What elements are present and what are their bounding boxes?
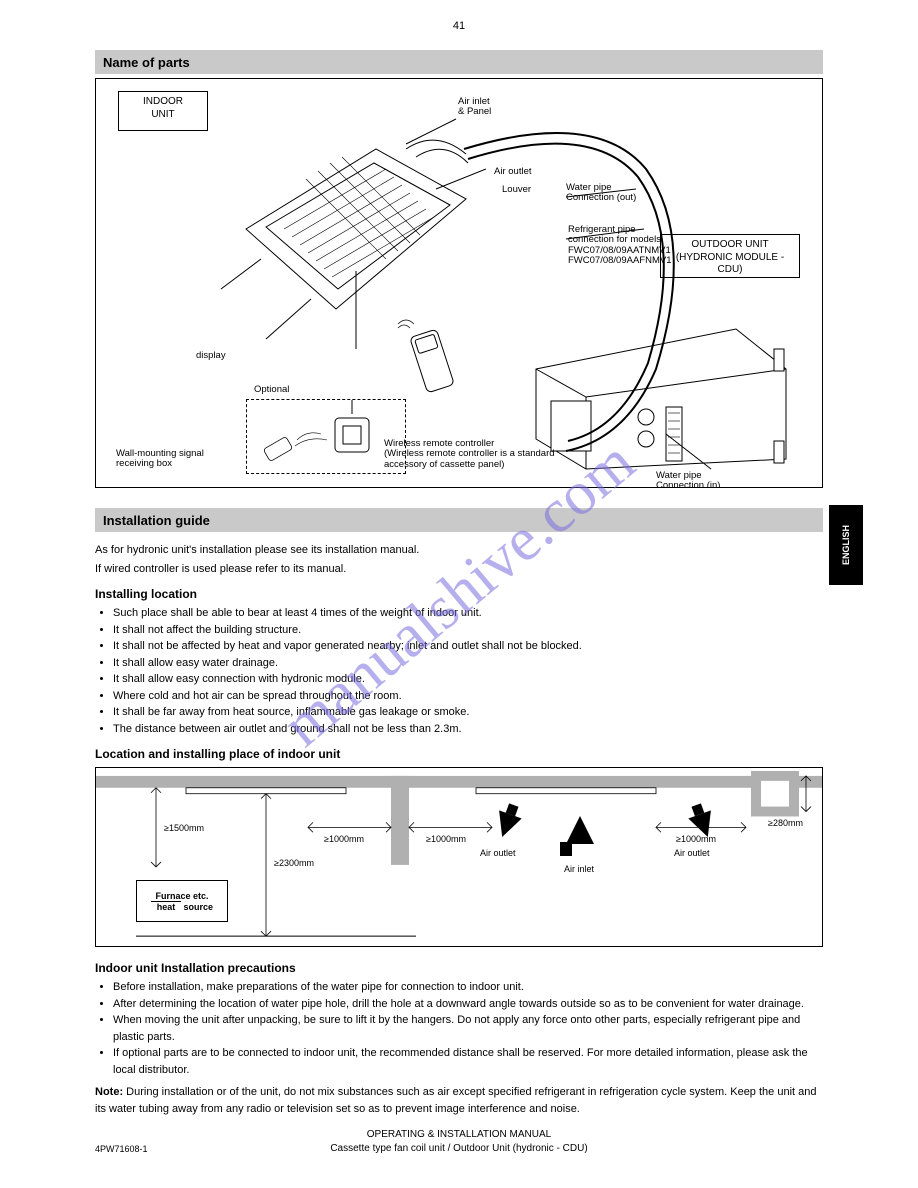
bullet: It shall be far away from heat source, i… [113,704,823,721]
arrow-up [566,816,594,844]
m-2300: ≥2300mm [274,858,314,868]
heat-source-label: Furnace etc. heat source [136,880,228,922]
page-number: 41 [453,20,465,32]
prec-item: When moving the unit after unpacking, be… [113,1012,823,1045]
install-diagram: Furnace etc. heat source ≥1500mm ≥2300mm… [95,767,823,947]
heat-line1: Furnace etc. [155,891,208,901]
prec-item: Before installation, make preparations o… [113,979,823,996]
bullet: It shall not affect the building structu… [113,622,823,639]
bullet: It shall not be affected by heat and vap… [113,638,823,655]
bullet: The distance between air outlet and grou… [113,721,823,738]
parts-diagram: INDOORUNIT OUTDOOR UNIT(HYDRONIC MODULE … [95,78,823,488]
m-1000a: ≥1000mm [324,834,364,844]
bullet: It shall allow easy water drainage. [113,655,823,672]
precautions-title: Indoor unit Installation precautions [95,961,823,975]
footer-line2: Cassette type fan coil unit / Outdoor Un… [330,1143,587,1154]
footer-line1: OPERATING & INSTALLATION MANUAL [367,1129,551,1140]
m-1500: ≥1500mm [164,823,204,833]
m-280: ≥280mm [768,818,803,828]
section-install-guide: Installation guide [95,508,823,532]
m-airout2: Air outlet [674,848,710,858]
intro-p2: If wired controller is used please refer… [95,561,823,578]
m-1000b: ≥1000mm [426,834,466,844]
m-1000c: ≥1000mm [676,834,716,844]
side-tab: ENGLISH [829,505,863,585]
m-airin: Air inlet [564,864,594,874]
heat-line2: heat source [151,901,213,912]
bullet: It shall allow easy connection with hydr… [113,671,823,688]
section-name-parts: Name of parts [95,50,823,74]
bullet: Where cold and hot air can be spread thr… [113,688,823,705]
bullet: Such place shall be able to bear at leas… [113,605,823,622]
install-bullets: Such place shall be able to bear at leas… [95,605,823,737]
prec-item: After determining the location of water … [113,996,823,1013]
intro-p1: As for hydronic unit's installation plea… [95,542,823,559]
footer-code: 4PW71608-1 [95,1144,148,1154]
leaders2-svg [96,79,823,488]
precaution-bullets: Before installation, make preparations o… [95,979,823,1078]
note-text: Note: During installation or of the unit… [95,1084,823,1117]
m-airout1: Air outlet [480,848,516,858]
prec-item: If optional parts are to be connected to… [113,1045,823,1078]
install-loc-title: Installing location [95,587,823,601]
install-diagram-title: Location and installing place of indoor … [95,747,823,761]
